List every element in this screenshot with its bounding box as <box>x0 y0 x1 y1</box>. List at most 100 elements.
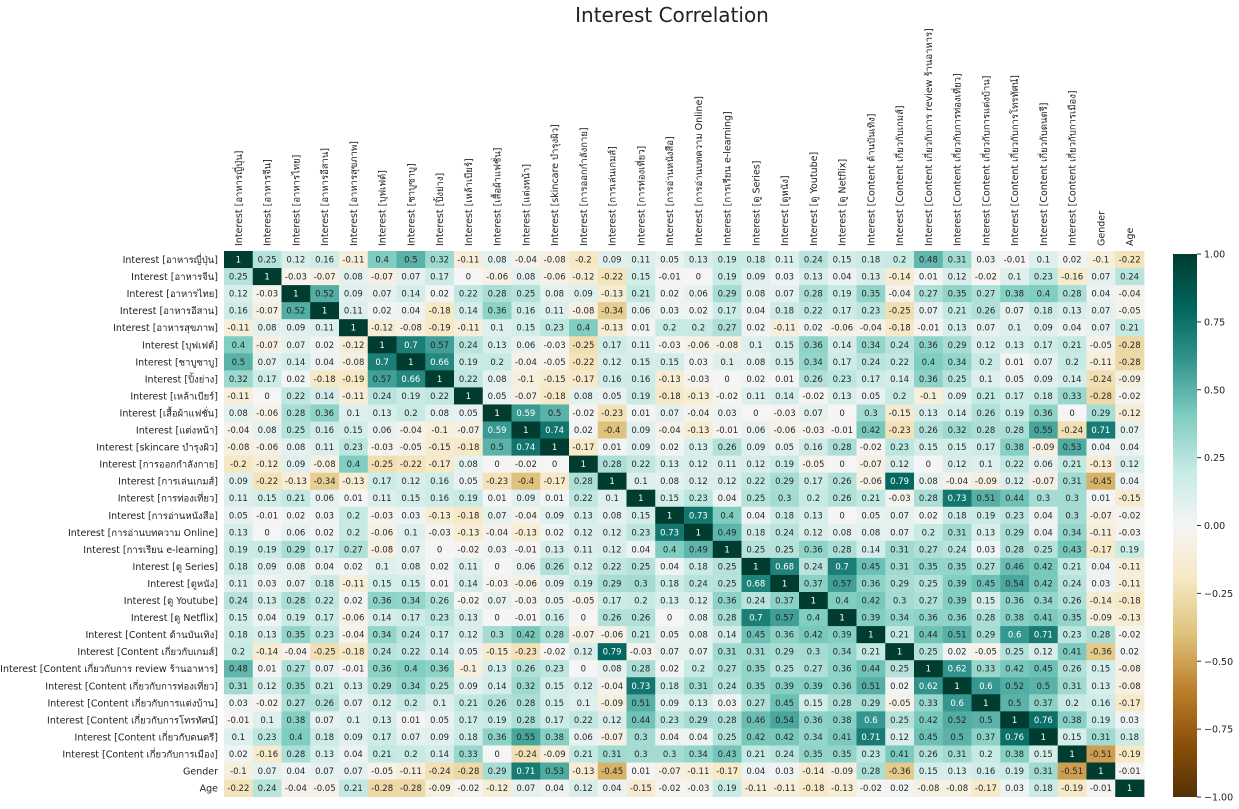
cell-value-label: -0.03 <box>256 290 278 300</box>
cell-value-label: 0 <box>494 614 499 624</box>
heatmap-cell <box>799 353 829 371</box>
cell-value-label: 0.36 <box>833 682 852 692</box>
cell-value-label: 0.3 <box>663 750 677 760</box>
y-tick-label: Interest [อาหารไทย] <box>127 288 218 300</box>
cell-value-label: 0.6 <box>979 682 993 692</box>
cell-value-label: 0.23 <box>861 750 880 760</box>
heatmap-cell <box>770 455 800 474</box>
cell-value-label: -0.18 <box>342 648 364 658</box>
cell-value-label: 0.18 <box>948 511 967 521</box>
cell-value-label: 0.17 <box>861 375 880 385</box>
cell-value-label: 0.08 <box>660 477 679 487</box>
cell-value-label: -0.04 <box>227 426 249 436</box>
cell-value-label: 0.31 <box>1091 733 1110 743</box>
cell-value-label: 1 <box>1041 733 1046 743</box>
cell-value-label: -0.2 <box>230 460 247 470</box>
cell-value-label: 0.12 <box>689 460 708 470</box>
cell-value-label: 0.03 <box>775 767 794 777</box>
heatmap-cell <box>425 455 455 474</box>
cell-value-label: 1 <box>408 358 413 368</box>
heatmap-cell <box>684 251 714 269</box>
cell-value-label: -0.05 <box>802 460 824 470</box>
heatmap-cell <box>914 404 944 422</box>
cell-value-label: 0.24 <box>229 597 248 607</box>
cell-value-label: -0.01 <box>256 511 278 521</box>
heatmap-cell <box>310 438 340 456</box>
cell-value-label: 0.29 <box>603 579 622 589</box>
heatmap-cell <box>914 319 944 337</box>
heatmap-cell <box>971 302 1001 320</box>
heatmap-cell <box>569 302 599 320</box>
cell-value-label: 0.16 <box>804 443 823 453</box>
cell-value-label: -0.24 <box>1090 375 1112 385</box>
y-tick-label: Interest [Content เกี่ยวกับการแต่งบ้าน] <box>47 696 218 709</box>
heatmap-cell <box>540 404 570 422</box>
cell-value-label: 0.2 <box>692 324 706 334</box>
cell-value-label: 0.44 <box>861 665 880 675</box>
heatmap-cells: 1 0.25 0.12 0.16 -0.11 0.4 0.5 0.32 -0.11 0.08 -0.… <box>224 251 1145 797</box>
heatmap-cell <box>540 268 570 286</box>
cell-value-label: -0.19 <box>1119 750 1141 760</box>
cell-value-label: 0.51 <box>976 494 995 504</box>
heatmap-cell <box>252 336 282 354</box>
y-tick-label: Gender <box>183 767 218 778</box>
heatmap-cell <box>396 251 426 269</box>
cell-value-label: 0.21 <box>1120 324 1139 334</box>
cell-value-label: 0.5 <box>950 733 964 743</box>
cell-value-label: 0.08 <box>229 409 248 419</box>
cell-value-label: 0.03 <box>976 256 995 266</box>
cell-value-label: -0.13 <box>687 426 709 436</box>
heatmap-cell <box>281 438 311 456</box>
cell-value-label: 0.26 <box>430 597 449 607</box>
heatmap-cell <box>569 319 599 337</box>
cell-value-label: -0.18 <box>457 511 479 521</box>
cell-value-label: 0.12 <box>574 784 593 794</box>
heatmap-cell <box>569 285 599 303</box>
heatmap-cell <box>770 336 800 354</box>
heatmap-cell <box>856 421 886 439</box>
cell-value-label: -0.06 <box>256 443 278 453</box>
cell-value-label: 0.36 <box>919 614 938 624</box>
cell-value-label: 0.09 <box>660 699 679 709</box>
y-tick-label: Interest [อาหารอีสาน] <box>120 305 218 317</box>
cell-value-label: 0.07 <box>401 545 420 555</box>
cell-value-label: 0.18 <box>775 511 794 521</box>
cell-value-label: 1 <box>696 528 701 538</box>
cell-value-label: 1 <box>552 443 557 453</box>
cell-value-label: 0.23 <box>861 307 880 317</box>
heatmap-cell <box>396 353 426 371</box>
heatmap-cell <box>914 387 944 405</box>
cell-value-label: -0.07 <box>1032 477 1054 487</box>
cell-value-label: -0.07 <box>601 733 623 743</box>
x-tick-label: Interest [ชาบูซาบู] <box>406 163 417 246</box>
cell-value-label: 0.09 <box>948 392 967 402</box>
heatmap-cell <box>597 404 627 422</box>
cell-value-label: -0.04 <box>400 426 422 436</box>
cell-value-label: 0.29 <box>1005 528 1024 538</box>
cell-value-label: 0.4 <box>807 614 821 624</box>
cell-value-label: -0.01 <box>1004 256 1026 266</box>
cell-value-label: 0.7 <box>835 562 849 572</box>
y-tick-label: Interest [ปิ้งย่าง] <box>145 372 218 385</box>
cell-value-label: 0.29 <box>976 631 995 641</box>
cell-value-label: 0.07 <box>488 511 507 521</box>
cell-value-label: -0.02 <box>457 545 479 555</box>
x-tick-label: Interest [การอ่านหนังสือ] <box>665 136 676 246</box>
heatmap-cell <box>425 251 455 269</box>
cell-value-label: 0.09 <box>516 494 535 504</box>
cell-value-label: 0.15 <box>976 597 995 607</box>
cell-value-label: -0.05 <box>1119 307 1141 317</box>
cell-value-label: 0.28 <box>718 614 737 624</box>
cell-value-label: -0.16 <box>1061 273 1083 283</box>
cell-value-label: 0.03 <box>660 307 679 317</box>
cell-value-label: 0.26 <box>919 426 938 436</box>
cell-value-label: 0.12 <box>603 716 622 726</box>
cell-value-label: 0.19 <box>718 256 737 266</box>
cell-value-label: 0.21 <box>1063 562 1082 572</box>
heatmap-cell <box>482 387 512 405</box>
heatmap-cell <box>885 404 915 422</box>
cell-value-label: 1 <box>264 273 269 283</box>
cell-value-label: 1 <box>811 597 816 607</box>
cell-value-label: -0.4 <box>518 477 535 487</box>
cell-value-label: 0.79 <box>603 648 622 658</box>
